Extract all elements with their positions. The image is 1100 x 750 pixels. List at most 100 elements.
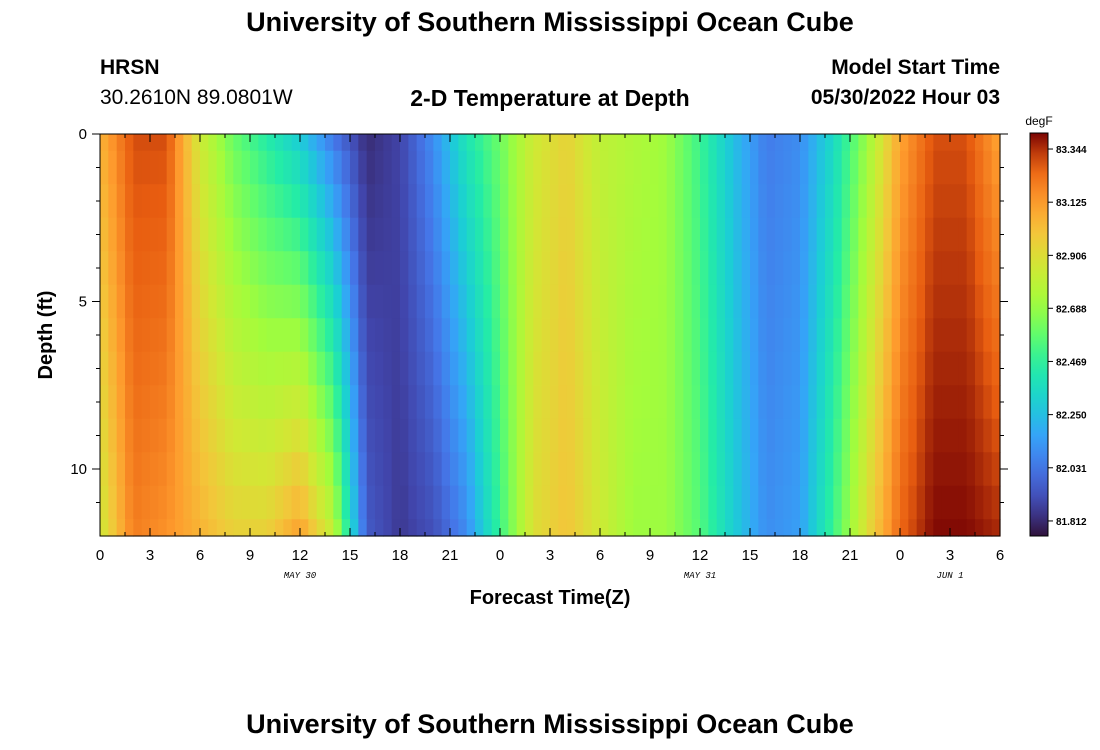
heatmap-cell: [825, 284, 834, 319]
heatmap-cell: [391, 150, 401, 185]
heatmap-cell: [633, 485, 643, 520]
heatmap-cell: [900, 452, 909, 487]
heatmap-cell: [291, 150, 301, 185]
heatmap-cell: [350, 485, 359, 520]
heatmap-cell: [650, 452, 659, 487]
heatmap-cell: [166, 351, 176, 386]
heatmap-cell: [966, 134, 976, 152]
heatmap-cell: [608, 351, 618, 386]
heatmap-cell: [833, 134, 843, 152]
heatmap-cell: [850, 184, 859, 219]
heatmap-cell: [316, 418, 326, 453]
heatmap-cell: [133, 251, 143, 286]
heatmap-cell: [400, 150, 409, 185]
heatmap-cell: [133, 385, 143, 420]
heatmap-cell: [741, 385, 751, 420]
heatmap-cell: [483, 284, 493, 319]
heatmap-cell: [725, 184, 734, 219]
heatmap-cell: [900, 418, 909, 453]
heatmap-cell: [491, 284, 501, 319]
heatmap-cell: [816, 150, 826, 185]
heatmap-cell: [400, 452, 409, 487]
heatmap-cell: [875, 485, 884, 520]
heatmap-cell: [816, 284, 826, 319]
heatmap-cell: [958, 351, 968, 386]
heatmap-cell: [766, 251, 776, 286]
heatmap-cell: [250, 418, 259, 453]
heatmap-cell: [525, 150, 534, 185]
heatmap-cell: [558, 251, 568, 286]
heatmap-cell: [758, 134, 768, 152]
heatmap-cell: [366, 150, 376, 185]
heatmap-cell: [908, 318, 918, 353]
heatmap-cell: [283, 452, 293, 487]
heatmap-cell: [758, 418, 768, 453]
heatmap-cell: [133, 452, 143, 487]
heatmap-cell: [691, 284, 701, 319]
heatmap-cell: [975, 134, 984, 152]
heatmap-cell: [916, 284, 926, 319]
heatmap-cell: [375, 385, 384, 420]
heatmap-cell: [591, 150, 601, 185]
heatmap-cell: [475, 134, 484, 152]
heatmap-cell: [700, 251, 709, 286]
heatmap-cell: [791, 150, 801, 185]
heatmap-cell: [500, 217, 509, 252]
heatmap-cell: [550, 418, 559, 453]
heatmap-cell: [316, 150, 326, 185]
heatmap-cell: [666, 418, 676, 453]
heatmap-cell: [183, 519, 193, 537]
heatmap-cell: [550, 351, 559, 386]
heatmap-cell: [375, 485, 384, 520]
heatmap-cell: [800, 452, 809, 487]
heatmap-cell: [858, 385, 868, 420]
heatmap-cell: [541, 251, 551, 286]
heatmap-cell: [908, 452, 918, 487]
heatmap-cell: [175, 150, 184, 185]
heatmap-cell: [608, 134, 618, 152]
heatmap-cell: [783, 251, 793, 286]
page-title: University of Southern Mississippi Ocean…: [246, 7, 854, 37]
heatmap-cell: [816, 418, 826, 453]
heatmap-cell: [850, 519, 859, 537]
heatmap-cell: [841, 150, 851, 185]
heatmap-cell: [600, 134, 609, 152]
heatmap-cell: [825, 150, 834, 185]
heatmap-cell: [683, 184, 693, 219]
heatmap-cell: [283, 150, 293, 185]
heatmap-cell: [466, 134, 476, 152]
heatmap-cell: [350, 519, 359, 537]
colorbar-tick-label: 82.250: [1056, 411, 1087, 422]
heatmap-cell: [916, 318, 926, 353]
heatmap-cell: [558, 418, 568, 453]
heatmap-cell: [516, 217, 526, 252]
heatmap-cell: [691, 519, 701, 537]
heatmap-cell: [675, 452, 684, 487]
heatmap-cell: [191, 217, 201, 252]
heatmap-cell: [683, 351, 693, 386]
heatmap-cell: [283, 184, 293, 219]
heatmap-cell: [750, 519, 759, 537]
heatmap-cell: [508, 452, 518, 487]
heatmap-cell: [991, 452, 1001, 487]
heatmap-cell: [650, 418, 659, 453]
heatmap-cell: [566, 385, 576, 420]
heatmap-cell: [408, 251, 418, 286]
heatmap-cell: [191, 251, 201, 286]
heatmap-cell: [441, 351, 451, 386]
heatmap-cell: [291, 284, 301, 319]
heatmap-cell: [433, 385, 443, 420]
heatmap-cell: [233, 485, 243, 520]
heatmap-cell: [658, 485, 668, 520]
heatmap-cell: [241, 217, 251, 252]
heatmap-cell: [350, 385, 359, 420]
heatmap-cell: [300, 251, 309, 286]
heatmap-cell: [275, 318, 284, 353]
heatmap-cell: [500, 318, 509, 353]
heatmap-cell: [533, 150, 543, 185]
heatmap-cell: [408, 217, 418, 252]
heatmap-cell: [708, 217, 718, 252]
heatmap-cell: [683, 284, 693, 319]
heatmap-cell: [633, 134, 643, 152]
heatmap-cell: [941, 385, 951, 420]
